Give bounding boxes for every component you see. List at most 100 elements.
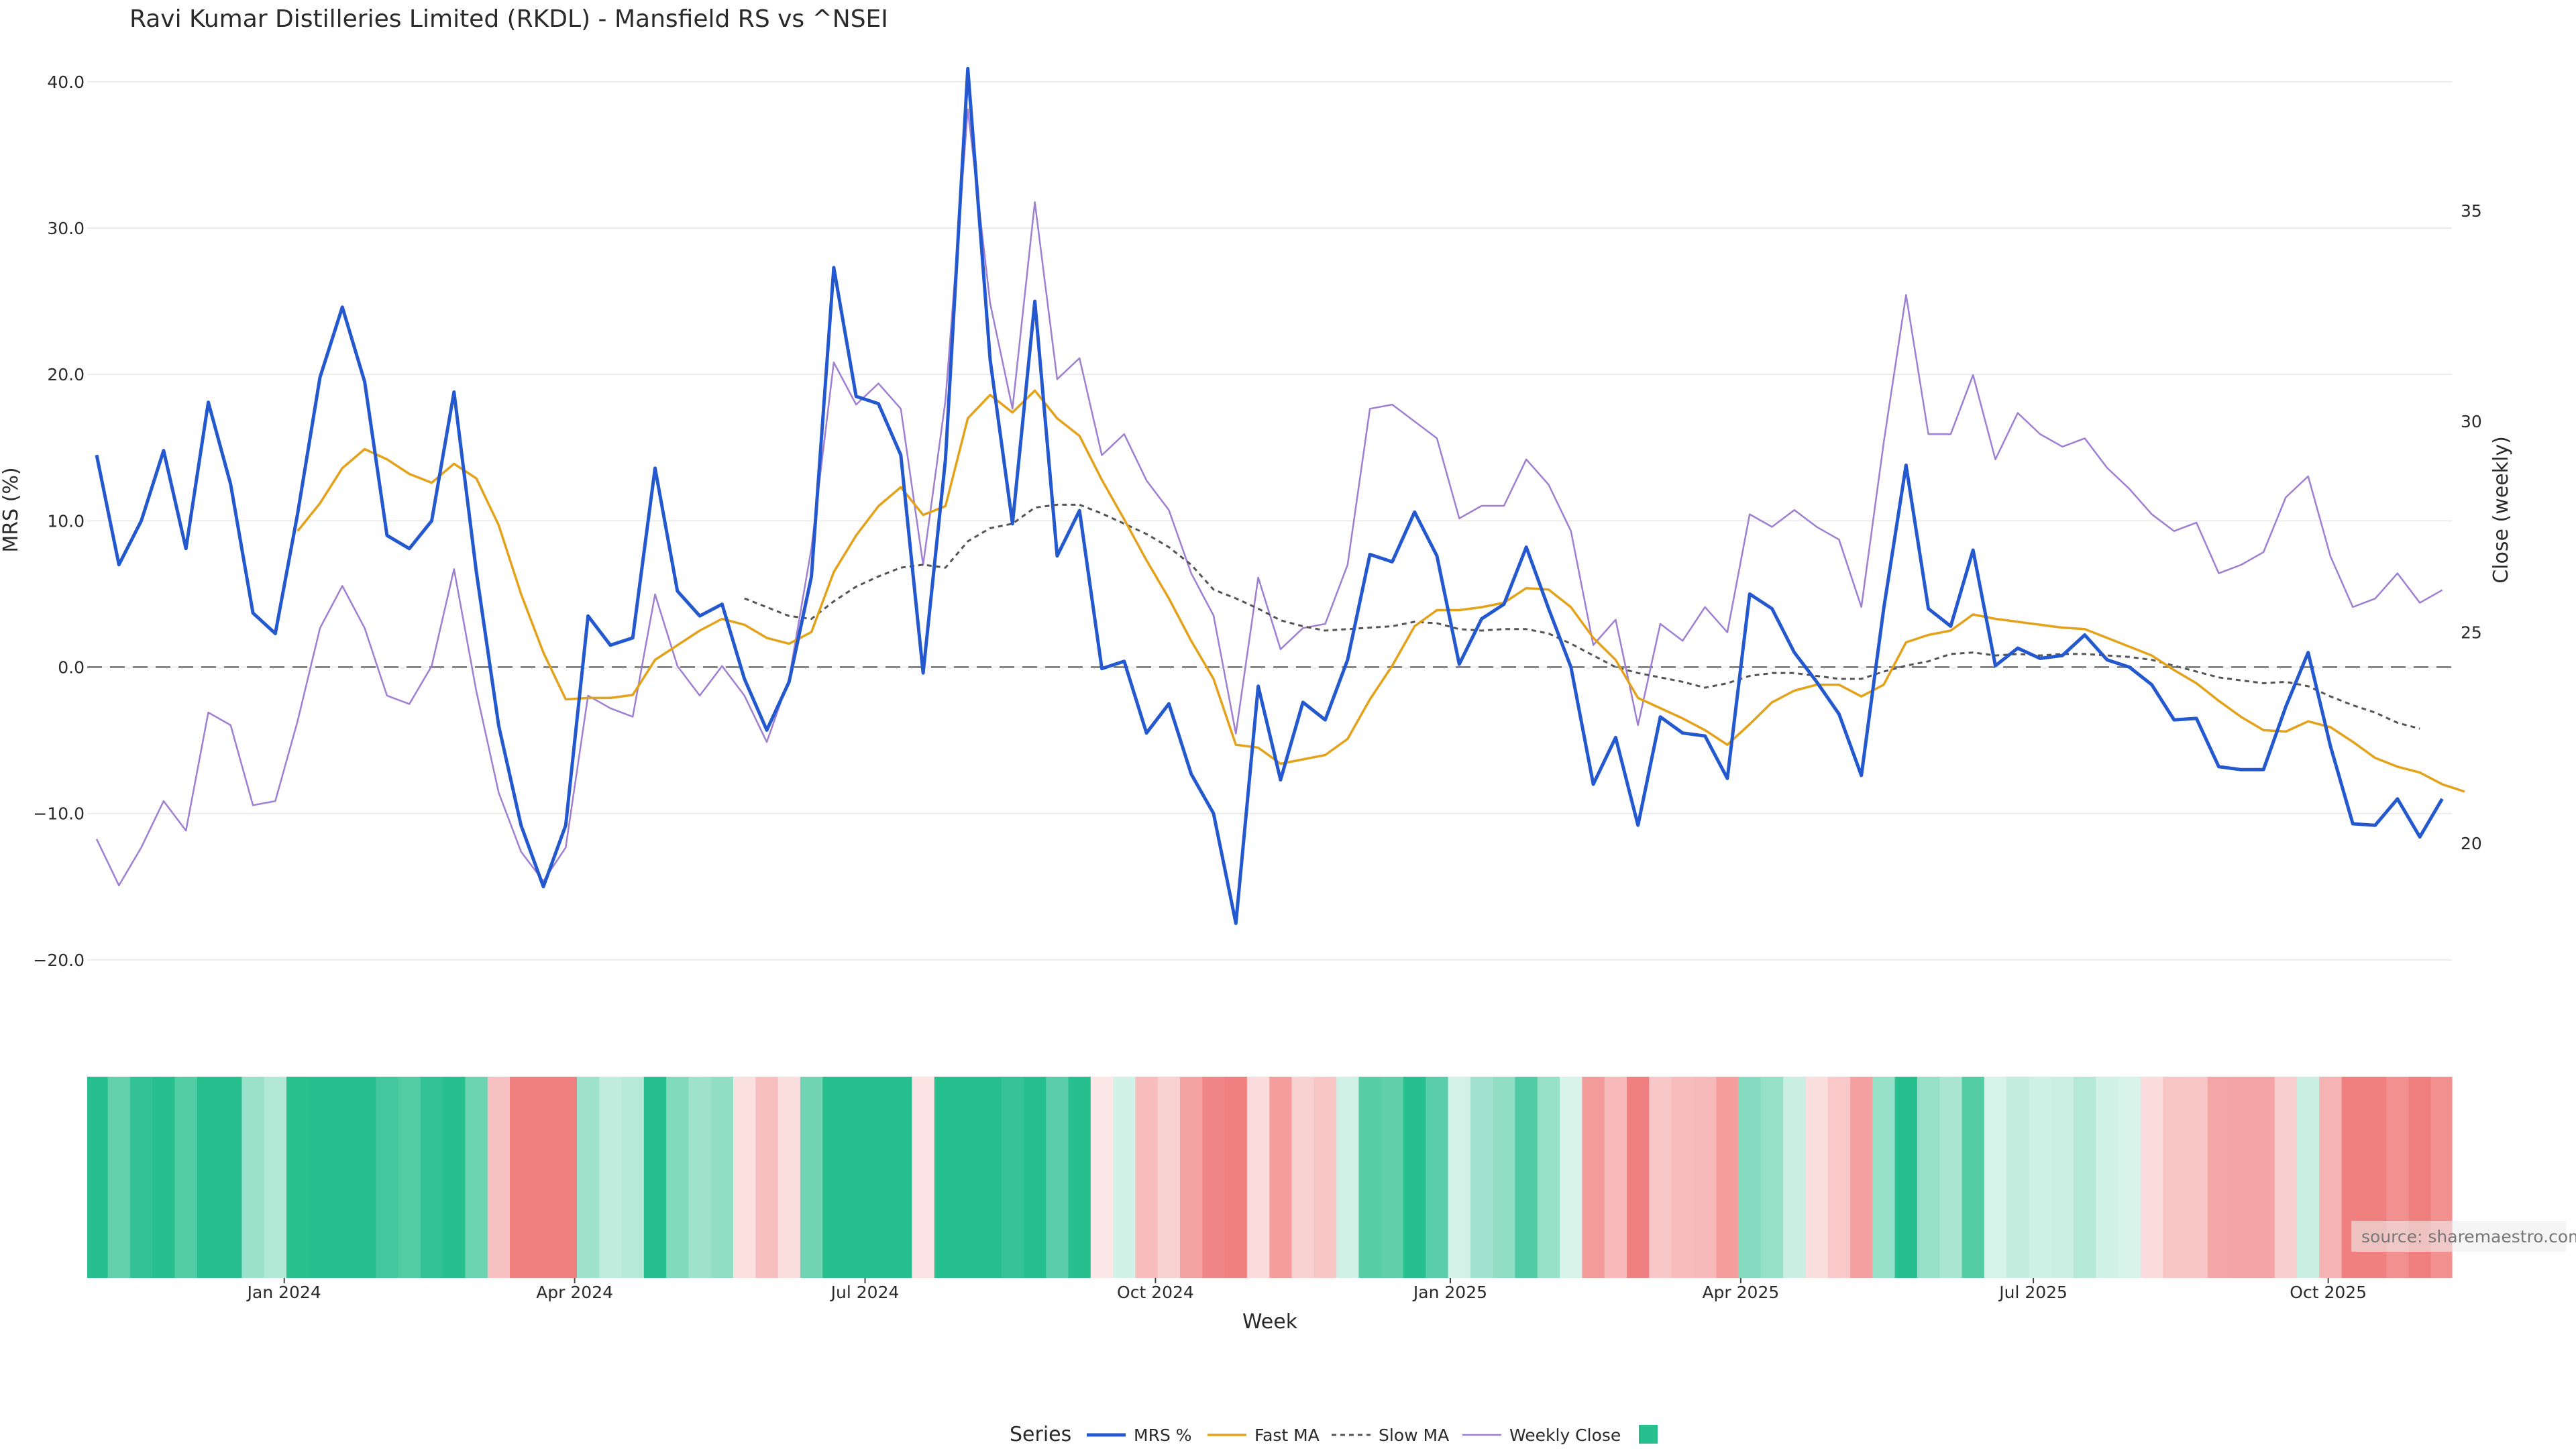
left-tick-label: −10.0 [33,804,85,824]
heat-cell [800,1077,823,1278]
heat-cell [1246,1077,1270,1278]
heat-cell [1202,1077,1226,1278]
heat-cell [1850,1077,1873,1278]
heat-cell [2274,1077,2298,1278]
x-tick-label: Jan 2025 [1412,1283,1487,1302]
heat-cell [979,1077,1002,1278]
heat-cell [1649,1077,1672,1278]
x-tick-label: Oct 2024 [1117,1283,1194,1302]
left-tick-label: −20.0 [33,951,85,970]
left-tick-label: 0.0 [58,658,85,678]
gridlines [87,80,2452,961]
heat-cell [733,1077,756,1278]
heat-cell [353,1077,376,1278]
heat-cell [1760,1077,1784,1278]
heat-cell [1962,1077,1985,1278]
heat-cell [286,1077,309,1278]
heat-cell [420,1077,443,1278]
heat-cell [2051,1077,2074,1278]
legend-label: MRS % [1134,1426,1192,1445]
heat-cell [1113,1077,1136,1278]
mrs-heat-strip [87,1077,2453,1278]
heat-cell [1872,1077,1896,1278]
heat-cell [2297,1077,2320,1278]
heat-cell [1604,1077,1627,1278]
heat-cell [688,1077,712,1278]
heat-cell [1827,1077,1851,1278]
heat-cell [1135,1077,1159,1278]
heat-cell [1269,1077,1293,1278]
slow-ma-line [744,503,2420,730]
heat-cell [1157,1077,1181,1278]
x-axis-ticks: Jan 2024 Apr 2024 Jul 2024 Oct 2024 Jan 2025… [246,1278,2367,1302]
heat-cell [1001,1077,1024,1278]
heat-cell [1068,1077,1091,1278]
heat-cell [1180,1077,1203,1278]
heat-cell [1537,1077,1560,1278]
heat-cell [2230,1077,2253,1278]
heat-cell [599,1077,623,1278]
heat-cell [867,1077,890,1278]
heat-cell [666,1077,689,1278]
heat-cell [1805,1077,1829,1278]
heat-cell [532,1077,555,1278]
heat-cell [1783,1077,1806,1278]
heat-cell [2029,1077,2052,1278]
right-tick-label: 25 [2461,623,2482,643]
source-watermark: source: sharemaestro.com [2351,1221,2576,1252]
heat-cell [1291,1077,1315,1278]
legend-title: Series [1010,1423,1071,1446]
heat-cell [1336,1077,1359,1278]
heat-cell [1470,1077,1493,1278]
heat-cell [2163,1077,2186,1278]
right-tick-label: 20 [2461,834,2482,853]
weekly-close-line [95,108,2443,887]
heat-cell [1582,1077,1605,1278]
heat-cell [957,1077,979,1278]
heat-cell [554,1077,578,1278]
heat-cell [1693,1077,1717,1278]
left-tick-label: 10.0 [47,511,85,531]
heat-cell [1426,1077,1449,1278]
heat-cell [510,1077,533,1278]
source-bg [2351,1221,2566,1252]
fast-ma-line [297,389,2465,793]
heat-cell [710,1077,734,1278]
heat-cell [1381,1077,1404,1278]
heat-cell [443,1077,466,1278]
heat-cell [129,1077,153,1278]
heat-cell [1738,1077,1762,1278]
heat-cell [777,1077,801,1278]
heat-cell [1090,1077,1114,1278]
heat-cell [1403,1077,1426,1278]
heat-cell [1224,1077,1248,1278]
heat-cell [2185,1077,2208,1278]
heat-cell [487,1077,511,1278]
legend-label: Weekly Close [1509,1426,1621,1445]
mrs-line [95,66,2444,925]
heat-cell [845,1077,868,1278]
legend-label: Slow MA [1379,1426,1449,1445]
heat-cell [2074,1077,2096,1278]
heat-cell [309,1077,332,1278]
heat-cell [1046,1077,1069,1278]
left-tick-label: 20.0 [47,365,85,384]
heat-cell [331,1077,354,1278]
right-tick-label: 35 [2461,201,2482,221]
x-axis-label: Week [1242,1310,1298,1334]
heat-cell [241,1077,265,1278]
x-tick-label: Jul 2024 [830,1283,900,1302]
x-tick-label: Jul 2025 [1998,1283,2068,1302]
heat-cell [934,1077,957,1278]
heat-cell [1313,1077,1337,1278]
heat-cell [2140,1077,2163,1278]
heat-cell [87,1077,109,1278]
heat-cell [174,1077,198,1278]
legend-label: Fast MA [1254,1426,1320,1445]
right-axis-ticks: 35 30 25 20 [2461,201,2482,853]
heat-cell [1627,1077,1650,1278]
x-tick-label: Jan 2024 [246,1283,321,1302]
heat-cell [2207,1077,2231,1278]
left-tick-label: 30.0 [47,219,85,238]
heat-cell [2006,1077,2029,1278]
